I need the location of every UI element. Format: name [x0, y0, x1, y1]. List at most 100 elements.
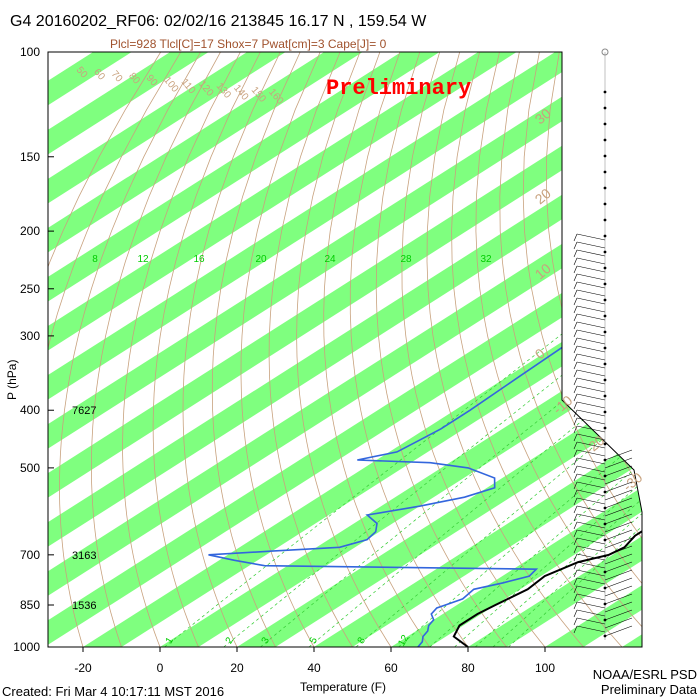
mixing-ratio-line	[474, 288, 642, 647]
wind-barb-flag	[573, 401, 578, 410]
pressure-axis: 100 150 200 250 300 400 500 700 850 1000	[13, 45, 54, 654]
wind-barb-flag	[573, 417, 578, 426]
wind-barb	[576, 233, 606, 241]
wind-barb	[576, 577, 606, 585]
wind-barb-flag	[573, 481, 578, 490]
wind-barb	[576, 281, 606, 289]
barb-dot	[603, 426, 607, 430]
mixing-ratio-bottom-label: 2	[224, 635, 237, 646]
barb-dot	[603, 298, 607, 302]
wind-barb	[604, 609, 633, 621]
wind-barb	[576, 321, 606, 329]
wind-barb	[604, 585, 633, 597]
x-tick-label: 60	[384, 661, 398, 675]
dry-adiabat-line	[323, 52, 430, 647]
barb-dot	[603, 394, 607, 398]
wind-barb	[604, 569, 633, 581]
isotherm-band	[48, 52, 363, 647]
wind-barb-flag	[573, 585, 578, 594]
wind-barb	[604, 577, 633, 589]
wind-barb	[604, 545, 633, 557]
dry-adiabat-line	[451, 52, 623, 647]
wind-barb-flag	[573, 353, 578, 362]
barb-dot	[603, 170, 607, 174]
wind-barb-flag	[573, 249, 578, 258]
isotherm-band	[48, 52, 517, 647]
wind-barb-flag	[573, 305, 578, 314]
wind-barb	[576, 601, 606, 609]
barb-dot	[603, 154, 607, 158]
y-tick-label: 200	[20, 224, 40, 238]
wind-barb	[576, 345, 606, 353]
wind-barb	[576, 457, 606, 465]
wind-barb	[604, 593, 633, 605]
source-line-2: Preliminary Data	[601, 682, 698, 697]
wind-barb	[576, 257, 606, 265]
wind-barb-flag	[573, 345, 578, 354]
wind-barb-flag	[573, 497, 578, 506]
height-labels: 7627 3163 1536	[72, 405, 96, 612]
wind-barb-flag	[573, 521, 578, 530]
wind-barb	[576, 481, 606, 489]
wind-barb-flag	[573, 369, 578, 378]
wind-barb	[576, 241, 606, 249]
x-tick-label: 0	[157, 661, 164, 675]
dry-adiabat-line	[499, 52, 642, 647]
wind-barb	[576, 537, 606, 545]
wind-barb	[576, 401, 606, 409]
wind-barb-flag	[573, 409, 578, 418]
dry-adiabat-label: 140	[231, 83, 250, 103]
wind-barb	[604, 521, 633, 533]
barb-dot	[603, 138, 607, 142]
wind-barbs	[573, 48, 633, 640]
dry-adiabat-line	[211, 52, 301, 647]
wind-barb-flag	[573, 313, 578, 322]
dry-adiabat-line	[152, 52, 261, 647]
mixing-ratio-line	[164, 288, 621, 647]
y-axis-label: P (hPa)	[5, 360, 19, 400]
wind-barb	[576, 513, 606, 521]
wind-barb-flag	[573, 529, 578, 538]
dry-adiabat-line	[268, 52, 353, 647]
mixing-ratio-label: 16	[193, 254, 205, 265]
wind-barb-flag	[573, 425, 578, 434]
wind-barb	[576, 609, 606, 617]
wind-barb-flag	[573, 393, 578, 402]
wind-barb-flag	[573, 561, 578, 570]
y-tick-label: 850	[20, 598, 40, 612]
wind-barb	[604, 617, 633, 629]
wind-barb-flag	[573, 377, 578, 386]
wind-barb	[576, 441, 606, 449]
wind-barb	[576, 561, 606, 569]
x-tick-label: 20	[230, 661, 244, 675]
y-tick-label: 250	[20, 282, 40, 296]
barb-dot	[603, 282, 607, 286]
y-tick-label: 100	[20, 45, 40, 59]
isotherm-band	[48, 52, 594, 647]
wind-barb	[576, 497, 606, 505]
wind-barb	[576, 305, 606, 313]
wind-barb	[576, 377, 606, 385]
y-tick-label: 400	[20, 403, 40, 417]
wind-barb	[604, 625, 633, 637]
isotherm-band	[237, 52, 642, 647]
wind-barb	[576, 313, 606, 321]
wind-barb-flag	[573, 281, 578, 290]
wind-barb-flag	[573, 449, 578, 458]
wind-barb	[604, 465, 633, 477]
dry-adiabat-line	[90, 52, 221, 647]
barb-dot	[603, 314, 607, 318]
wind-barb	[576, 489, 606, 497]
isotherm-band	[391, 52, 642, 647]
wind-barb-flag	[573, 457, 578, 466]
dry-adiabat-line	[349, 52, 469, 647]
mixing-ratio-labels: 8 12 16 20 24 28 321 2 3 5 8 12	[92, 254, 492, 648]
wind-barb	[576, 297, 606, 305]
sounding-traces	[208, 230, 642, 647]
wind-barb-flag	[573, 617, 578, 626]
wind-barb-flag	[573, 537, 578, 546]
barb-dot	[603, 122, 607, 126]
wind-barb-flag	[573, 329, 578, 338]
wind-barb-flag	[573, 593, 578, 602]
mixing-ratio-line	[260, 288, 642, 647]
